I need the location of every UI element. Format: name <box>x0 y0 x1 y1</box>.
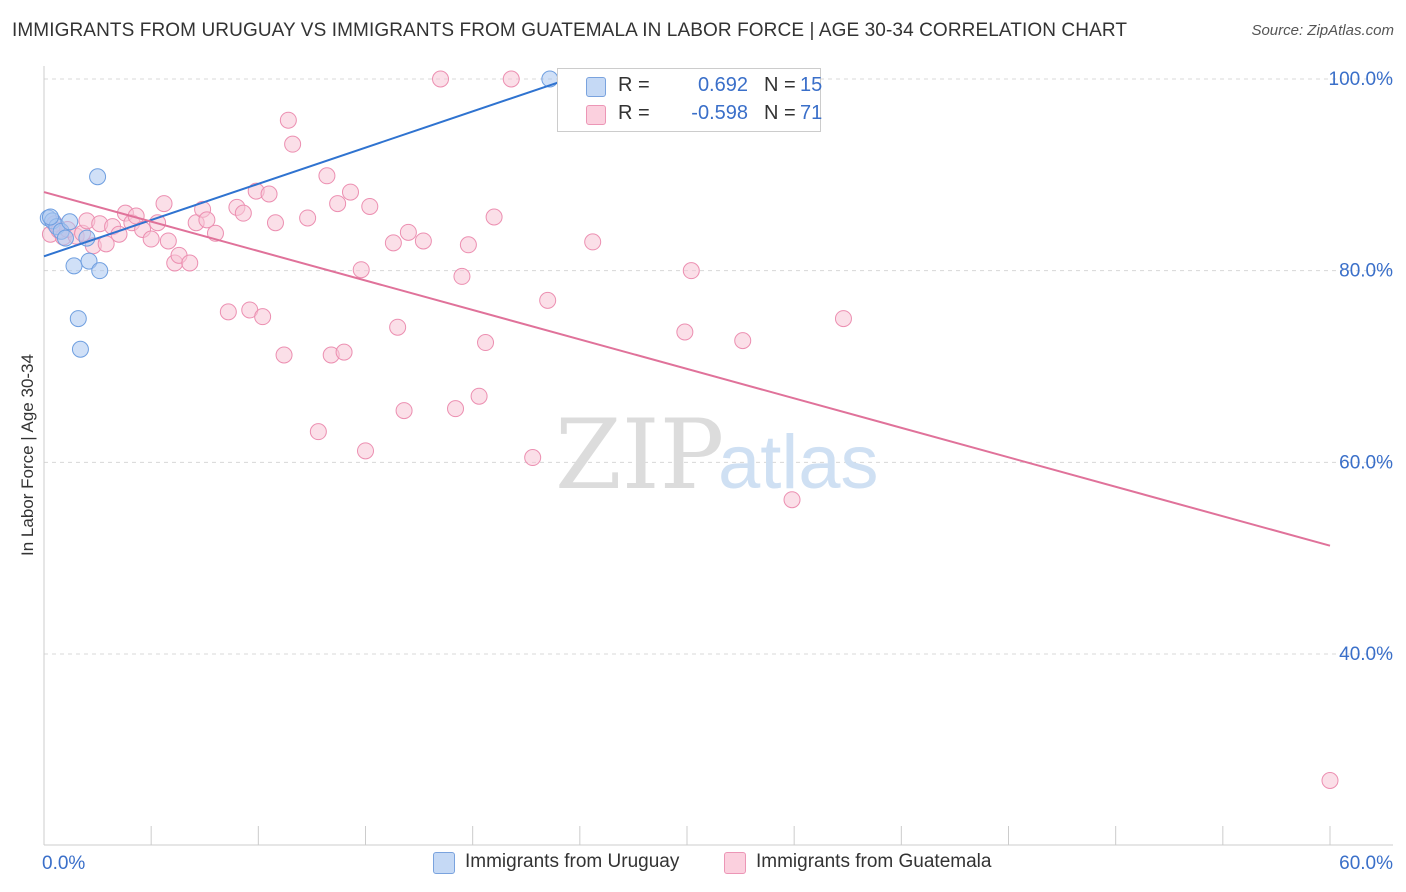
guatemala-point <box>284 135 302 153</box>
guatemala-point <box>399 223 417 241</box>
guatemala-point <box>266 214 284 232</box>
trend-lines <box>43 74 1331 547</box>
guatemala-point <box>309 423 327 441</box>
guatemala-point <box>432 70 450 88</box>
guatemala-point <box>485 208 503 226</box>
guatemala-point <box>335 343 353 361</box>
uruguay-point <box>61 213 79 231</box>
guatemala-point <box>834 310 852 328</box>
n-value: 15 <box>800 74 823 96</box>
uruguay-point <box>65 257 83 275</box>
legend-swatch-uruguay <box>586 77 606 97</box>
uruguay-point <box>89 168 107 186</box>
guatemala-point <box>329 195 347 213</box>
guatemala-point <box>181 254 199 272</box>
uruguay-point <box>41 208 59 226</box>
guatemala-point <box>676 323 694 341</box>
n-label: N = <box>764 102 796 124</box>
uruguay-point <box>56 229 74 247</box>
guatemala-point <box>447 400 465 418</box>
guatemala-point <box>142 230 160 248</box>
bottom-legend-label-uruguay: Immigrants from Uruguay <box>465 851 680 872</box>
guatemala-point <box>357 442 374 460</box>
guatemala-point <box>477 334 495 352</box>
chart-title: IMMIGRANTS FROM URUGUAY VS IMMIGRANTS FR… <box>12 20 1128 41</box>
guatemala-point <box>361 197 379 215</box>
guatemala-point <box>734 332 752 350</box>
n-value: 71 <box>800 102 823 124</box>
guatemala-point <box>254 308 272 326</box>
guatemala-point <box>524 449 542 467</box>
guatemala-point <box>414 232 432 250</box>
r-label: R = <box>618 74 650 96</box>
watermark: ZIP atlas <box>555 399 879 511</box>
guatemala-point <box>299 209 317 227</box>
r-value: -0.598 <box>691 102 748 124</box>
stats-legend: R = 0.692 N = 15 R = -0.598 N = 71 <box>557 68 823 132</box>
r-value: 0.692 <box>697 74 748 96</box>
guatemala-point <box>502 70 520 88</box>
guatemala-point <box>384 234 402 252</box>
bottom-legend-swatch-uruguay <box>433 852 455 874</box>
y-tick-label: 100.0% <box>1329 69 1394 90</box>
guatemala-point <box>459 236 477 254</box>
guatemala-point <box>155 195 173 213</box>
y-tick-label: 40.0% <box>1339 644 1393 665</box>
x-tick-label: 0.0% <box>42 853 85 874</box>
guatemala-point <box>234 204 252 222</box>
guatemala-point <box>352 261 370 279</box>
guatemala-point <box>584 233 602 251</box>
guatemala-point <box>260 185 278 203</box>
tick-labels: 40.0% 60.0% 80.0% 100.0% 0.0% 60.0% <box>42 69 1393 874</box>
guatemala-point <box>219 303 237 321</box>
uruguay-point <box>91 262 109 280</box>
guatemala-point <box>453 267 471 285</box>
axes <box>43 66 1393 846</box>
guatemala-point <box>341 183 359 201</box>
guatemala-point <box>275 346 293 364</box>
uruguay-point <box>69 310 87 328</box>
guatemala-point <box>783 491 801 509</box>
r-label: R = <box>618 102 650 124</box>
guatemala-point <box>539 291 557 309</box>
source-label: Source: ZipAtlas.com <box>1251 22 1394 39</box>
guatemala-point <box>279 111 297 129</box>
x-tick-label: 60.0% <box>1339 853 1393 874</box>
guatemala-point <box>318 167 336 185</box>
guatemala-point <box>159 232 177 250</box>
guatemala-point <box>470 387 488 405</box>
watermark-zip: ZIP <box>555 399 724 511</box>
guatemala-point <box>389 318 407 336</box>
guatemala-point <box>198 211 216 229</box>
y-tick-label: 80.0% <box>1339 261 1393 282</box>
watermark-atlas: atlas <box>718 420 879 505</box>
bottom-legend-label-guatemala: Immigrants from Guatemala <box>756 851 992 872</box>
trend-line-uruguay <box>43 74 581 258</box>
y-tick-label: 60.0% <box>1339 452 1393 473</box>
guatemala-point <box>1321 772 1339 789</box>
uruguay-point <box>80 252 98 270</box>
bottom-legend-swatch-guatemala <box>724 852 746 874</box>
guatemala-point <box>682 262 700 280</box>
y-axis-label: In Labor Force | Age 30-34 <box>18 354 37 556</box>
legend-swatch-guatemala <box>586 105 606 125</box>
uruguay-point <box>71 340 89 358</box>
data-points <box>39 70 1339 789</box>
trend-line-guatemala <box>43 191 1331 547</box>
gridlines <box>44 78 1393 655</box>
n-label: N = <box>764 74 796 96</box>
guatemala-point <box>395 402 413 420</box>
